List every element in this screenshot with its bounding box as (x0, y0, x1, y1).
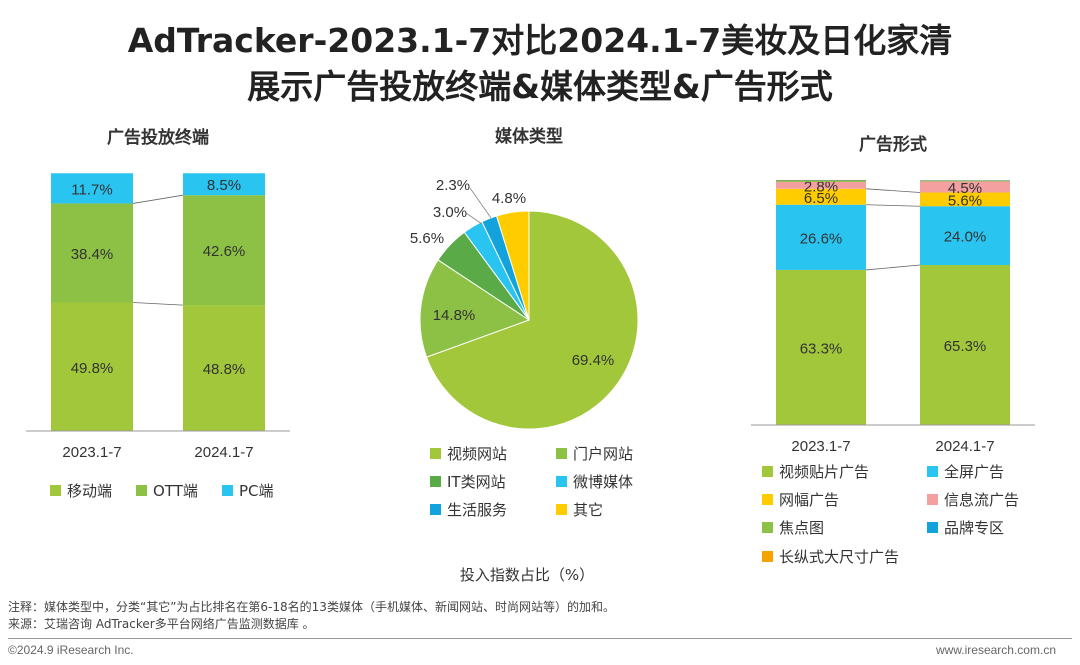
footer-divider (8, 638, 1072, 639)
bar-segment (776, 180, 866, 182)
connector-line (865, 204, 921, 207)
connector-line (132, 194, 184, 204)
bar-segment (51, 302, 133, 431)
legend-swatch (430, 448, 441, 459)
legend-swatch (430, 476, 441, 487)
data-label: 24.0% (944, 229, 987, 246)
legend-label: 网幅广告 (779, 491, 839, 509)
legend-swatch (762, 494, 773, 505)
legend-swatch (430, 504, 441, 515)
legend-label: 长纵式大尺寸广告 (779, 548, 899, 566)
chart-source: 来源：艾瑞咨询 AdTracker多平台网络广告监测数据库 。 (8, 617, 315, 631)
data-label: 14.8% (433, 307, 476, 324)
legend-label: 门户网站 (573, 445, 633, 463)
website-text: www.iresearch.com.cn (935, 643, 1056, 657)
data-label: 2.3% (436, 177, 470, 194)
data-label: 3.0% (433, 204, 467, 221)
bar-segment (776, 181, 866, 189)
x-tick-label: 2024.1-7 (194, 444, 253, 461)
legend-label: 移动端 (67, 482, 112, 500)
data-label: 4.8% (492, 190, 526, 207)
data-label: 8.5% (207, 177, 241, 194)
panel-title: 媒体类型 (495, 126, 563, 147)
legend-swatch (556, 476, 567, 487)
legend-swatch (762, 522, 773, 533)
legend-swatch (927, 522, 938, 533)
data-label: 42.6% (203, 243, 246, 260)
data-label: 6.5% (804, 190, 838, 207)
data-label: 2.8% (804, 178, 838, 195)
bar-segment (776, 204, 866, 270)
legend-label: 视频网站 (447, 445, 507, 463)
data-label: 49.8% (71, 360, 114, 377)
bar-segment (920, 265, 1010, 425)
x-tick-label: 2024.1-7 (935, 438, 994, 455)
connector-line (132, 302, 184, 306)
legend-swatch (762, 551, 773, 562)
connector-line (865, 188, 921, 193)
bar-segment (183, 173, 265, 196)
bar-segment (920, 181, 1010, 193)
legend-swatch (222, 485, 233, 496)
data-label: 26.6% (800, 230, 843, 247)
bar-segment (51, 203, 133, 303)
bar-segment (183, 195, 265, 306)
legend-label: 视频贴片广告 (779, 463, 869, 481)
pie-slice (425, 210, 639, 430)
pie-slice (419, 259, 531, 358)
chart-title-line1: AdTracker-2023.1-7对比2024.1-7美妆及日化家清 (127, 21, 953, 60)
bar-segment (51, 173, 133, 204)
legend-label: 全屏广告 (944, 463, 1004, 481)
data-label: 5.6% (410, 230, 444, 247)
legend-label: PC端 (239, 482, 274, 500)
panel-title: 广告投放终端 (107, 127, 209, 148)
legend-label: 焦点图 (779, 519, 824, 537)
connector-line (865, 264, 921, 271)
legend-label: 信息流广告 (944, 491, 1019, 509)
legend-swatch (762, 466, 773, 477)
legend-swatch (50, 485, 61, 496)
data-label: 63.3% (800, 340, 843, 357)
data-label: 65.3% (944, 338, 987, 355)
bar-segment (920, 180, 1010, 182)
bar-segment (776, 188, 866, 205)
chart-title-line2: 展示广告投放终端&媒体类型&广告形式 (247, 67, 833, 106)
pie-slice (495, 210, 530, 321)
chart-note: 注释：媒体类型中，分类“其它”为占比排名在第6-18名的13类媒体（手机媒体、新… (8, 600, 615, 614)
legend-swatch (136, 485, 147, 496)
copyright-text: ©2024.9 iResearch Inc. (8, 643, 134, 657)
data-label: 4.5% (948, 180, 982, 197)
legend-swatch (927, 466, 938, 477)
data-label: 38.4% (71, 246, 114, 263)
x-tick-label: 2023.1-7 (62, 444, 121, 461)
legend-swatch (927, 494, 938, 505)
legend-label: 品牌专区 (944, 519, 1004, 537)
data-label: 48.8% (203, 361, 246, 378)
leader-line (469, 187, 492, 219)
bar-segment (183, 305, 265, 431)
legend-label: 其它 (573, 501, 603, 519)
legend-label: 生活服务 (447, 501, 507, 519)
data-label: 5.6% (948, 192, 982, 209)
x-tick-label: 2023.1-7 (791, 438, 850, 455)
bar-segment (920, 192, 1010, 207)
legend-label: 微博媒体 (573, 473, 633, 491)
panel-title: 广告形式 (859, 134, 927, 155)
legend-label: IT类网站 (447, 473, 506, 491)
legend-label: OTT端 (153, 482, 198, 500)
legend-swatch (556, 448, 567, 459)
axis-note: 投入指数占比（%） (460, 566, 594, 584)
bar-segment (776, 269, 866, 425)
bar-segment (920, 206, 1010, 266)
data-label: 69.4% (572, 352, 615, 369)
legend-swatch (556, 504, 567, 515)
leader-line (465, 212, 483, 225)
data-label: 11.7% (71, 181, 112, 198)
